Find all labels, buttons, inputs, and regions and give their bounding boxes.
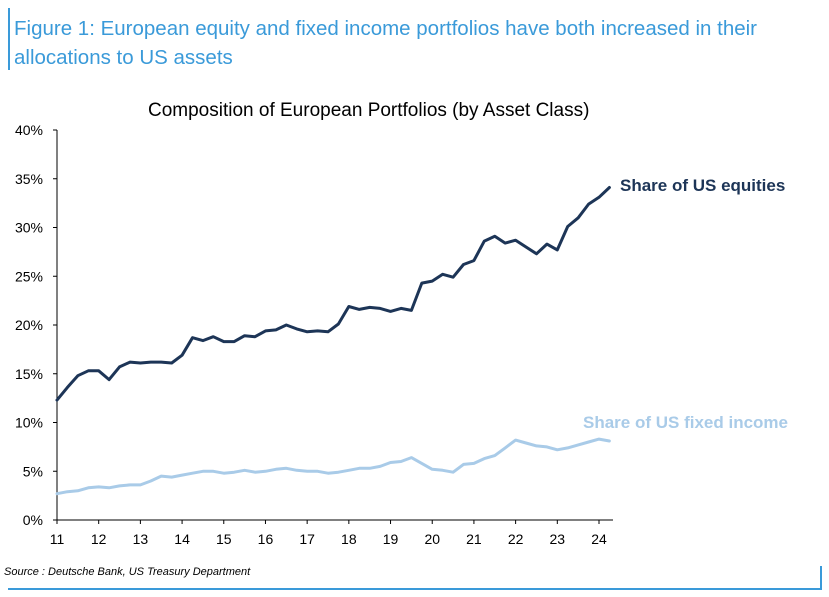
chart-title: Composition of European Portfolios (by A… [148,100,590,121]
y-tick-label: 35% [15,171,43,187]
axes [53,129,613,524]
x-tick-label: 15 [216,531,232,547]
bottom-rule [8,588,822,590]
x-tick-label: 22 [508,531,524,547]
x-tick-label: 16 [258,531,274,547]
x-tick-label: 21 [466,531,482,547]
source-note: Source : Deutsche Bank, US Treasury Depa… [4,566,251,578]
x-tick-label: 23 [550,531,566,547]
series-labels: Share of US equities Share of US fixed in… [583,176,788,432]
series-line-us-equities [55,186,611,402]
series-label-us-fixed-income: Share of US fixed income [583,413,788,432]
x-tick-label: 19 [383,531,399,547]
x-tick-label: 24 [591,531,607,547]
y-tick-label: 5% [23,463,43,479]
right-rule [820,566,822,590]
y-tick-label: 10% [15,415,43,431]
x-tick-label: 17 [299,531,315,547]
x-tick-label: 12 [91,531,107,547]
series-label-us-equities: Share of US equities [620,176,785,195]
series-line-us-fixed-income [55,437,611,496]
x-tick-label: 13 [133,531,149,547]
y-tick-label: 30% [15,220,43,236]
y-tick-label: 25% [15,268,43,284]
y-tick-label: 0% [23,512,43,528]
x-tick-label: 18 [341,531,357,547]
y-tick-label: 15% [15,366,43,382]
x-tick-label: 14 [174,531,190,547]
y-tick-label: 40% [15,122,43,138]
y-tick-label: 20% [15,317,43,333]
x-tick-label: 20 [424,531,440,547]
x-tick-label: 11 [50,531,65,547]
figure-title: Figure 1: European equity and fixed inco… [14,17,758,69]
series-lines [55,186,611,496]
tick-labels: 0% 5% 10% 15% 20% 25% 30% 35% 40% 11 12 13 14 15 16 17 1… [15,122,607,547]
figure-header: Figure 1: European equity and fixed inco… [8,8,810,70]
